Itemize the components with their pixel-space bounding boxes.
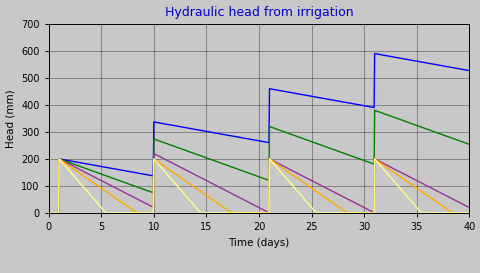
- DIL=3: [157, 155, 163, 158]
- DIL=5: [237, 211, 243, 215]
- DIL=3: [46, 211, 51, 215]
- Title: Hydraulic head from irrigation: Hydraulic head from irrigation: [164, 5, 352, 19]
- Line: DIL=3: DIL=3: [48, 153, 468, 213]
- DIL=2: [156, 140, 162, 143]
- DIL=1: [237, 136, 242, 139]
- DIL=5: [56, 157, 62, 161]
- DIL=5: [462, 211, 468, 215]
- DIL=10: [46, 211, 51, 215]
- DIL=1: [311, 95, 317, 99]
- DIL=3: [312, 181, 317, 184]
- DIL=5: [312, 189, 317, 192]
- DIL=1: [466, 69, 471, 72]
- DIL=1: [462, 68, 468, 72]
- DIL=5: [108, 193, 113, 196]
- DIL=5: [157, 162, 163, 165]
- DIL=3: [462, 204, 468, 207]
- DIL=5: [103, 190, 108, 193]
- DIL=2: [46, 211, 51, 215]
- DIL=5: [46, 211, 51, 215]
- DIL=2: [107, 176, 113, 179]
- DIL=2: [237, 168, 242, 172]
- DIL=10: [312, 210, 317, 213]
- Line: DIL=5: DIL=5: [48, 159, 468, 213]
- DIL=10: [237, 211, 243, 215]
- DIL=1: [371, 52, 377, 55]
- DIL=10: [462, 211, 468, 215]
- Line: DIL=10: DIL=10: [48, 159, 468, 213]
- DIL=3: [151, 152, 156, 155]
- DIL=2: [102, 174, 108, 177]
- DIL=3: [466, 206, 471, 209]
- DIL=10: [56, 157, 62, 161]
- DIL=10: [466, 211, 471, 215]
- DIL=2: [466, 143, 471, 146]
- X-axis label: Time (days): Time (days): [228, 238, 289, 248]
- DIL=1: [102, 166, 108, 169]
- Line: DIL=1: DIL=1: [48, 54, 468, 213]
- DIL=2: [311, 141, 317, 144]
- Y-axis label: Head (mm): Head (mm): [6, 89, 15, 148]
- DIL=1: [46, 211, 51, 215]
- DIL=2: [371, 109, 377, 112]
- DIL=3: [102, 181, 108, 184]
- Line: DIL=2: DIL=2: [48, 110, 468, 213]
- DIL=2: [462, 141, 468, 145]
- DIL=10: [103, 211, 108, 215]
- DIL=1: [156, 121, 162, 124]
- DIL=3: [237, 197, 243, 200]
- DIL=1: [107, 167, 113, 170]
- DIL=10: [108, 211, 113, 215]
- DIL=3: [107, 183, 113, 187]
- DIL=5: [466, 211, 471, 215]
- DIL=10: [157, 165, 163, 168]
